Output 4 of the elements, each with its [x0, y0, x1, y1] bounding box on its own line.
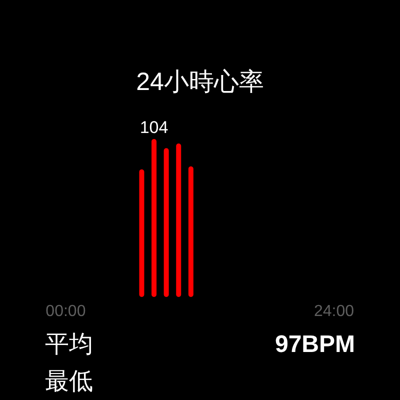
annotation: 平均 — [45, 331, 93, 358]
annotation: 97BPM — [274, 331, 355, 358]
annotation: 最低 — [45, 368, 93, 395]
title: 24小時心率 — [136, 68, 264, 96]
